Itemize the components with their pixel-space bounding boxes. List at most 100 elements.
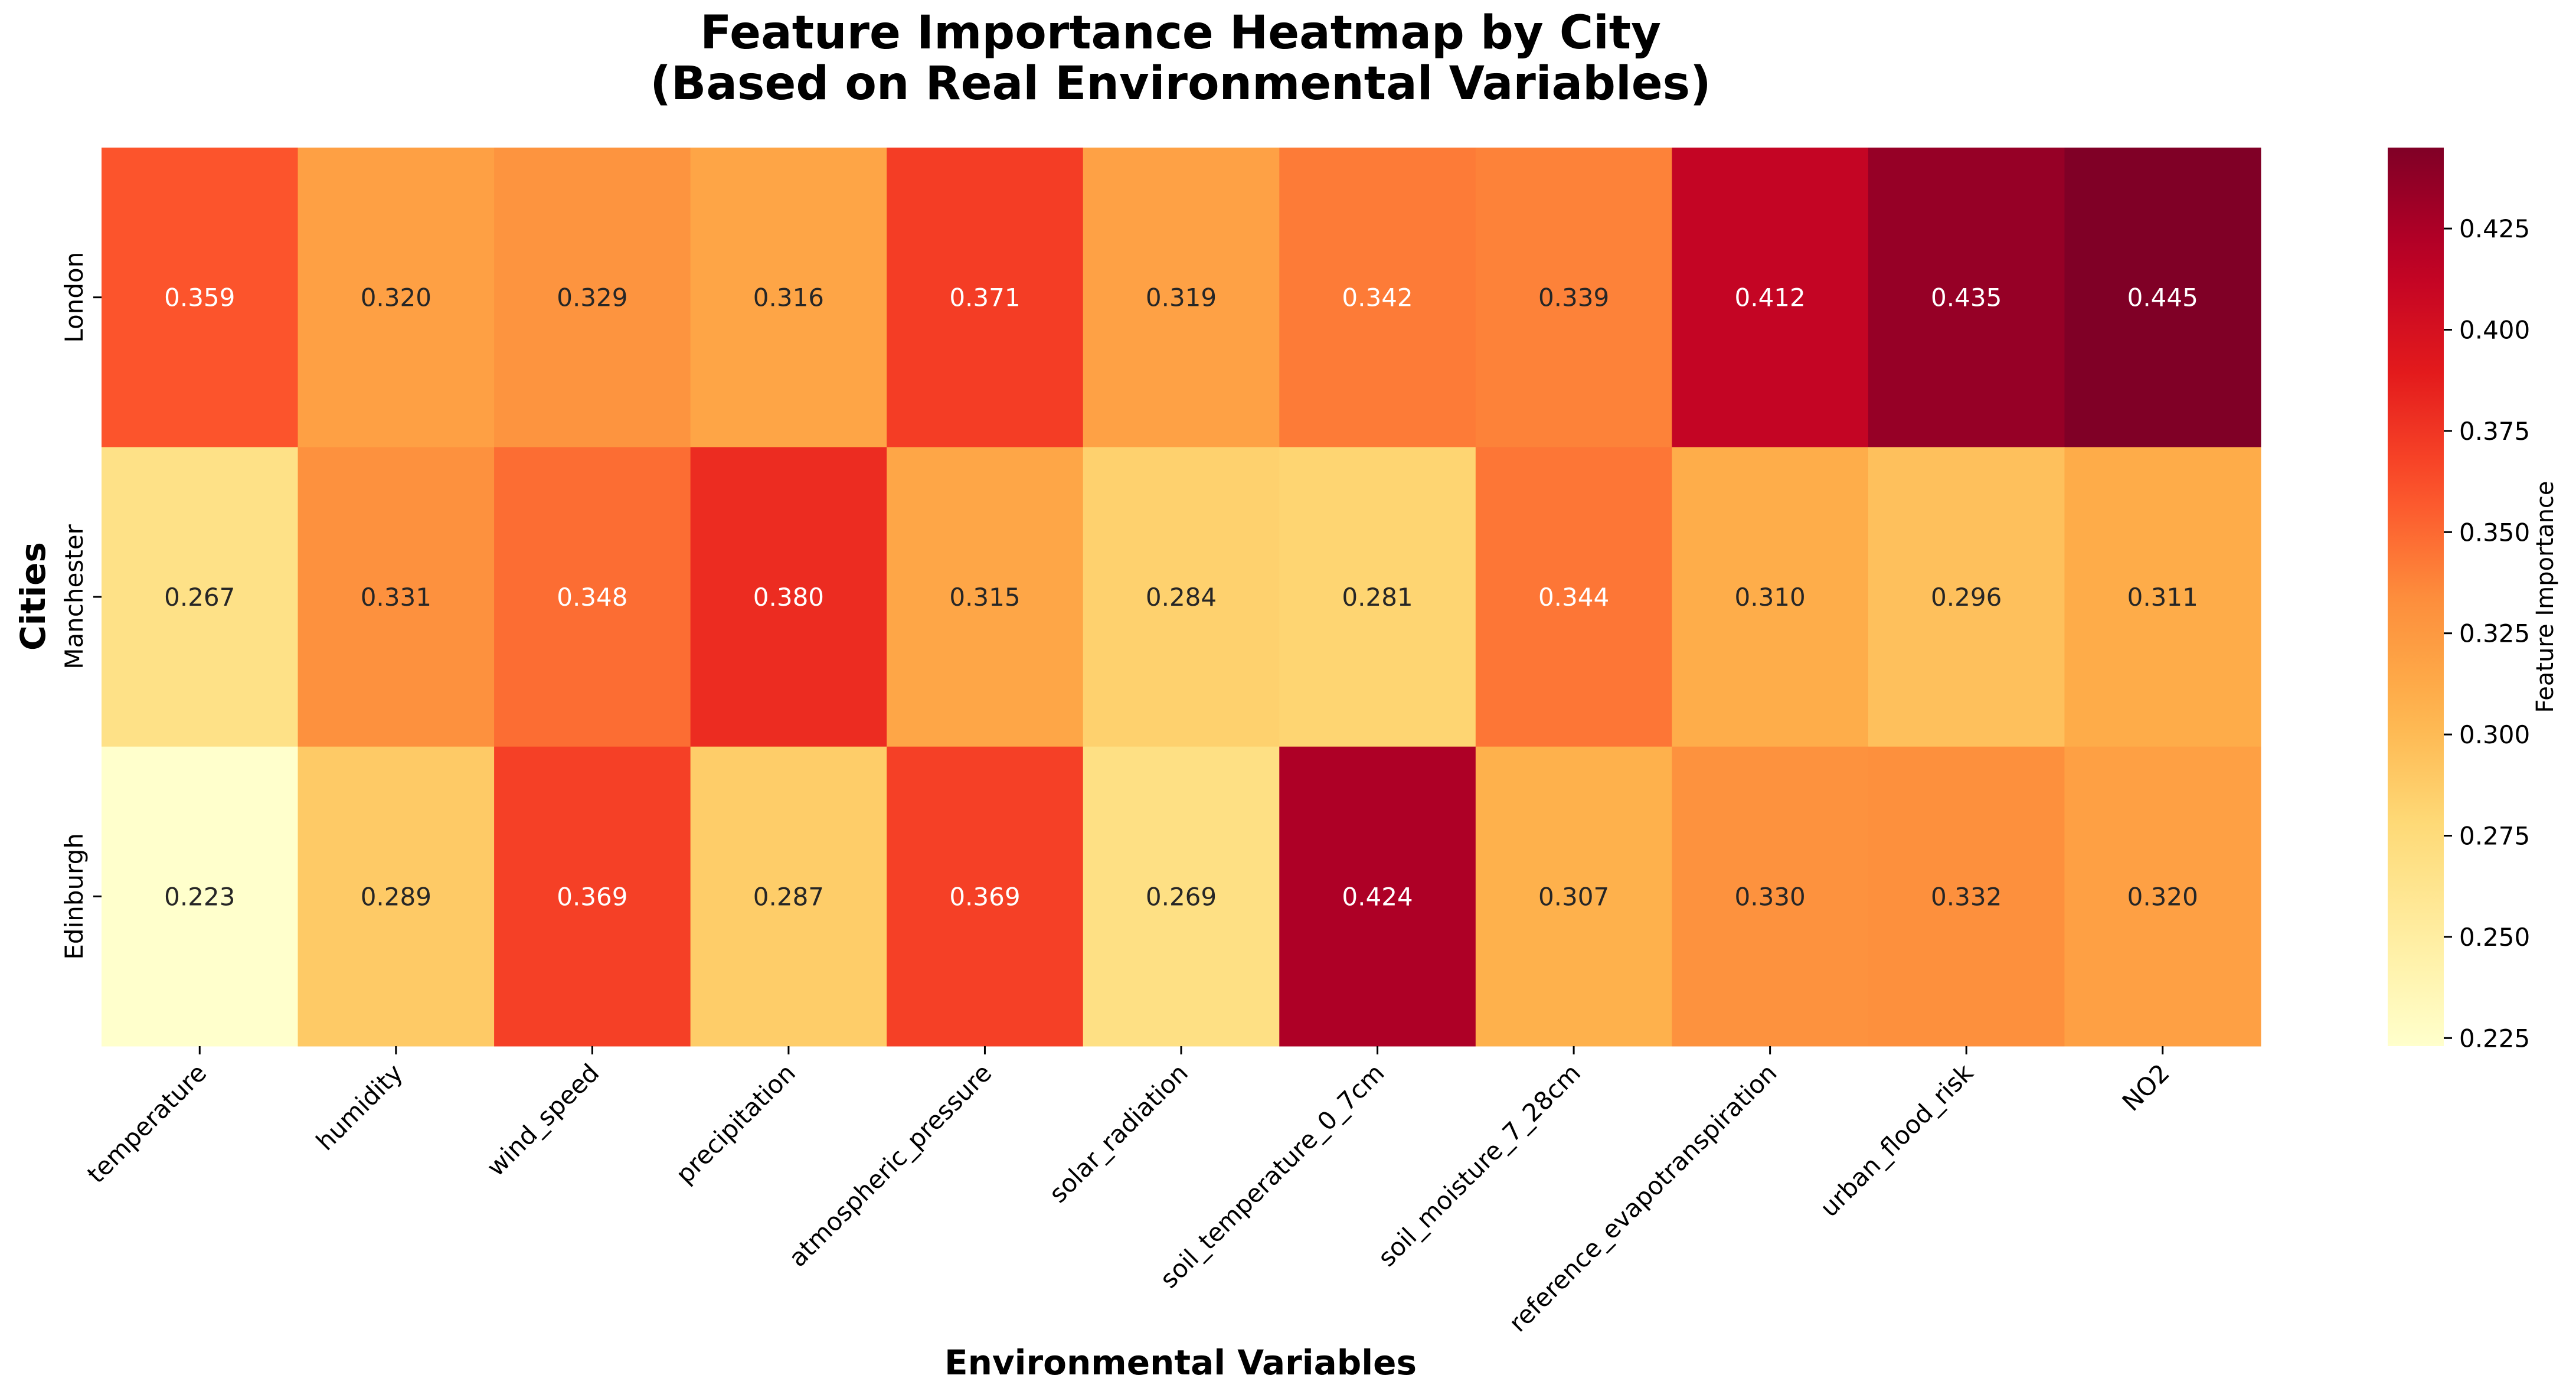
colorbar-tick-label: 0.250 [2459, 923, 2530, 952]
cell-value-label: 0.342 [1342, 283, 1413, 312]
cell-value-label: 0.330 [1735, 882, 1806, 911]
heatmap-cell [1083, 746, 1280, 1047]
cell-value-label: 0.331 [361, 583, 431, 612]
heatmap-cell [494, 447, 691, 747]
heatmap-cell [102, 746, 299, 1047]
heatmap-cell [1279, 447, 1476, 747]
x-tick-label: atmospheric_pressure [783, 1058, 998, 1272]
heatmap-cell [887, 447, 1084, 747]
chart-title-line-2: (Based on Real Environmental Variables) [650, 57, 1711, 110]
cell-value-label: 0.435 [1931, 283, 2002, 312]
chart-title: Feature Importance Heatmap by City (Base… [650, 6, 1711, 110]
heatmap-cell [1672, 148, 1869, 448]
cell-value-label: 0.223 [164, 882, 235, 911]
colorbar-tick-label: 0.375 [2459, 417, 2530, 446]
colorbar-ticks: 0.225 0.250 0.275 0.300 0.325 0.350 0.375 0.400… [2444, 214, 2530, 1053]
heatmap-cell [1475, 447, 1672, 747]
colorbar-tick-label: 0.350 [2459, 518, 2530, 547]
x-axis-ticks: temperature humidity wind_speed precipitati… [81, 1046, 2175, 1338]
cell-value-label: 0.296 [1931, 583, 2002, 612]
heatmap-cell [1279, 746, 1476, 1047]
cell-value-label: 0.348 [557, 583, 627, 612]
cell-value-label: 0.311 [2127, 583, 2198, 612]
cell-value-label: 0.269 [1146, 882, 1217, 911]
heatmap-cell [2064, 447, 2261, 747]
cell-value-label: 0.329 [557, 283, 627, 312]
heatmap-cell [494, 148, 691, 448]
heatmap-cell [1868, 746, 2065, 1047]
colorbar [2388, 148, 2444, 1046]
colorbar-tick-label: 0.400 [2459, 316, 2530, 345]
cell-value-label: 0.344 [1538, 583, 1609, 612]
heatmap-cell [2064, 148, 2261, 448]
heatmap-cell [1083, 148, 1280, 448]
x-tick-label: temperature [81, 1058, 212, 1188]
cell-value-label: 0.359 [164, 283, 235, 312]
colorbar-tick-label: 0.425 [2459, 214, 2530, 243]
heatmap-cell [1475, 746, 1672, 1047]
cell-value-label: 0.320 [2127, 882, 2198, 911]
cell-value-label: 0.310 [1735, 583, 1806, 612]
x-axis-title: Environmental Variables [944, 1343, 1417, 1383]
y-tick-label: London [60, 252, 89, 343]
colorbar-tick-label: 0.300 [2459, 720, 2530, 749]
colorbar-tick-label: 0.275 [2459, 821, 2530, 850]
colorbar-tick-label: 0.225 [2459, 1024, 2530, 1053]
heatmap-cell [298, 148, 495, 448]
x-tick-label: humidity [310, 1058, 408, 1156]
heatmap-cell [1672, 447, 1869, 747]
cell-value-label: 0.316 [753, 283, 824, 312]
heatmap-cell [690, 148, 887, 448]
x-tick-label: soil_temperature_0_7cm [1155, 1058, 1390, 1294]
heatmap-cell [2064, 746, 2261, 1047]
heatmap-cell [887, 148, 1084, 448]
y-axis-ticks: London Manchester Edinburgh [60, 252, 102, 960]
heatmap-cell [1083, 447, 1280, 747]
cell-value-label: 0.445 [2127, 283, 2198, 312]
cell-value-label: 0.320 [361, 283, 431, 312]
cell-value-label: 0.281 [1342, 583, 1413, 612]
x-tick-label: NO2 [2117, 1058, 2175, 1116]
heatmap-cells [102, 148, 2261, 1047]
cell-value-label: 0.284 [1146, 583, 1217, 612]
cell-value-label: 0.287 [753, 882, 824, 911]
x-tick-label: precipitation [670, 1058, 801, 1189]
heatmap-cell [1672, 746, 1869, 1047]
heatmap-cell [887, 746, 1084, 1047]
cell-value-label: 0.315 [949, 583, 1020, 612]
colorbar-tick-label: 0.325 [2459, 619, 2530, 648]
cell-value-label: 0.412 [1735, 283, 1806, 312]
x-tick-label: wind_speed [481, 1058, 604, 1181]
cell-value-label: 0.267 [164, 583, 235, 612]
cell-value-label: 0.369 [949, 882, 1020, 911]
cell-value-label: 0.371 [949, 283, 1020, 312]
heatmap-cell [494, 746, 691, 1047]
heatmap-cell [1279, 148, 1476, 448]
x-tick-label: urban_flood_risk [1815, 1058, 1979, 1223]
cell-value-label: 0.307 [1538, 882, 1609, 911]
cell-value-label: 0.339 [1538, 283, 1609, 312]
heatmap-cell [1868, 447, 2065, 747]
cell-value-label: 0.319 [1146, 283, 1217, 312]
heatmap-cell [298, 447, 495, 747]
cell-value-label: 0.369 [557, 882, 627, 911]
heatmap-cell [1475, 148, 1672, 448]
heatmap-cell [102, 148, 299, 448]
x-tick-label: solar_radiation [1044, 1058, 1194, 1208]
colorbar-label: Feature Importance [2532, 481, 2559, 713]
chart-title-line-1: Feature Importance Heatmap by City [700, 6, 1661, 60]
cell-value-label: 0.332 [1931, 882, 2002, 911]
heatmap-cell [690, 746, 887, 1047]
cell-value-label: 0.424 [1342, 882, 1413, 911]
y-axis-title: Cities [13, 542, 53, 651]
cell-value-label: 0.289 [361, 882, 431, 911]
cell-value-label: 0.380 [753, 583, 824, 612]
heatmap-cell-labels: 0.359 0.320 0.329 0.316 0.371 0.319 0.342 0.339… [164, 283, 2198, 912]
y-tick-label: Manchester [60, 524, 89, 669]
x-tick-label: soil_moisture_7_28cm [1372, 1058, 1586, 1272]
heatmap-cell [298, 746, 495, 1047]
heatmap-cell [1868, 148, 2065, 448]
y-tick-label: Edinburgh [60, 833, 89, 960]
heatmap-cell [690, 447, 887, 747]
